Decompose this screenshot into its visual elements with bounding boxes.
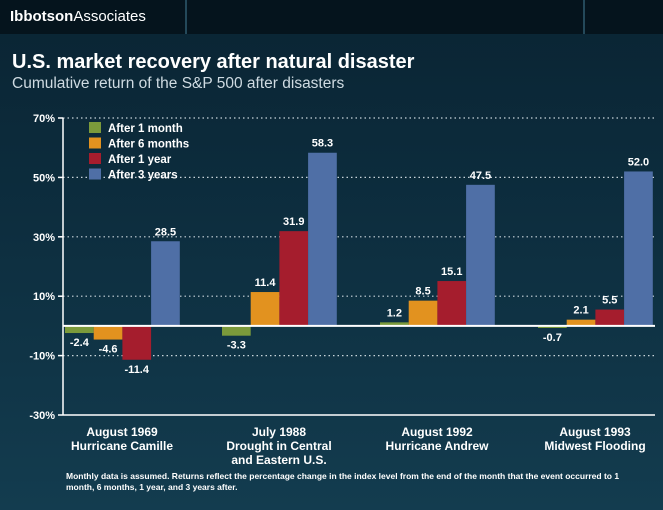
legend-swatch <box>89 168 101 180</box>
chart-title: U.S. market recovery after natural disas… <box>12 51 415 73</box>
data-label: 8.5 <box>415 286 430 298</box>
x-category-label-line: July 1988 <box>252 425 306 439</box>
brand-logo: IbbotsonAssociates <box>0 0 187 34</box>
y-tick-label: -10% <box>29 351 55 363</box>
x-category-label-line: and Eastern U.S. <box>231 453 326 467</box>
legend-item: After 1 year <box>89 153 172 166</box>
data-label: 1.2 <box>387 307 402 319</box>
y-tick-label: 10% <box>33 291 55 303</box>
data-label: 58.3 <box>312 138 333 150</box>
data-label: 28.5 <box>155 226 176 238</box>
x-category-label-line: Drought in Central <box>226 439 331 453</box>
data-label: -11.4 <box>125 364 150 376</box>
chart-subtitle: Cumulative return of the S&P 500 after d… <box>12 75 345 92</box>
bar-after-1-year <box>279 231 309 326</box>
data-label: -0.7 <box>543 332 562 344</box>
x-category-label-line: August 1992 <box>401 425 473 439</box>
bars <box>65 152 653 360</box>
x-category-label-line: August 1969 <box>86 425 158 439</box>
data-label: 47.5 <box>470 170 491 182</box>
y-tick-label: -30% <box>29 410 55 422</box>
legend: After 1 month After 6 months After 1 year A… <box>89 122 189 182</box>
bar-after-3-years <box>308 152 337 326</box>
data-label: 15.1 <box>441 266 462 278</box>
bar-after-1-year <box>437 281 467 326</box>
bar-after-1-year <box>122 325 152 360</box>
bar-after-3-years <box>466 184 495 326</box>
data-label: -3.3 <box>227 340 246 352</box>
bar-after-1-month <box>380 322 409 326</box>
x-category-label-line: Hurricane Andrew <box>386 439 490 453</box>
bar-after-6-months <box>566 319 596 326</box>
data-label: 52.0 <box>628 156 649 168</box>
data-label: 2.1 <box>573 305 588 317</box>
bar-after-1-month <box>222 325 251 336</box>
bar-after-6-months <box>250 292 280 326</box>
legend-swatch <box>89 153 101 164</box>
legend-item: After 1 month <box>89 122 183 135</box>
data-label: 11.4 <box>255 277 277 289</box>
y-tick-label: 50% <box>33 172 55 184</box>
bar-after-1-year <box>595 309 625 326</box>
legend-label: After 1 month <box>108 123 183 135</box>
brand-regular-text: Associates <box>73 8 146 25</box>
top-bar: IbbotsonAssociates <box>0 0 663 34</box>
axes: -30% -10% 10% 30% 50% 70% <box>29 113 655 422</box>
bar-after-6-months <box>93 325 123 340</box>
data-label: -2.4 <box>70 337 90 349</box>
data-label: 31.9 <box>283 216 304 228</box>
top-bar-segment <box>187 0 585 34</box>
x-category-label-line: Hurricane Camille <box>71 439 173 453</box>
bar-after-3-years <box>151 241 180 326</box>
x-category-label-line: Midwest Flooding <box>544 439 645 453</box>
data-label: -4.6 <box>99 344 118 356</box>
y-tick-label: 30% <box>33 232 55 244</box>
bar-after-1-month <box>538 325 567 328</box>
legend-label: After 3 years <box>108 170 178 182</box>
legend-item: After 3 years <box>89 168 178 182</box>
bar-after-3-years <box>624 171 653 326</box>
data-labels: -2.4 -3.3 1.2 -0.7 -4.6 11.4 8.5 2.1 -11.4 31.9 15… <box>70 138 649 376</box>
bar-after-1-month <box>65 325 94 334</box>
footnote: Monthly data is assumed. Returns reflect… <box>66 471 620 492</box>
brand-bold-text: Ibbotson <box>10 8 74 25</box>
data-label: 5.5 <box>602 295 617 307</box>
legend-label: After 6 months <box>108 139 189 151</box>
legend-item: After 6 months <box>89 137 189 151</box>
x-category-label-line: August 1993 <box>559 425 631 439</box>
legend-swatch <box>89 137 101 149</box>
bar-after-6-months <box>408 300 438 326</box>
legend-label: After 1 year <box>108 154 172 166</box>
y-tick-label: 70% <box>33 113 55 125</box>
legend-swatch <box>89 122 101 133</box>
